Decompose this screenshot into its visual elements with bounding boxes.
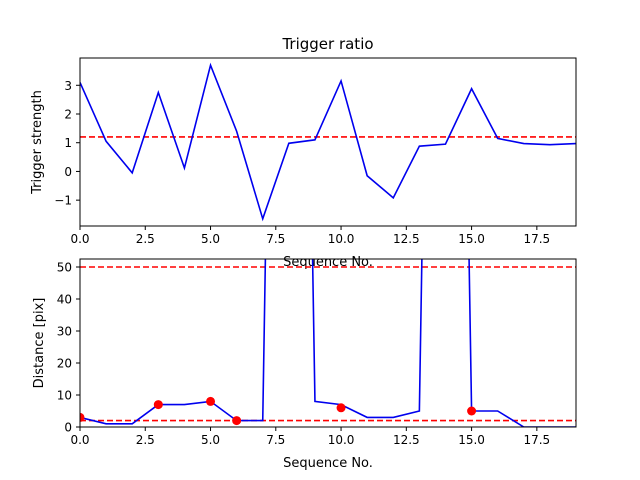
top-x-tick-label: 12.5 (393, 232, 420, 246)
top-y-tick-label: 2 (64, 108, 72, 122)
bottom-chart-panel: 0.0 2.5 5.0 7.5 10.0 12.5 15.0 17.5 0 10 20 30 40 50… (32, 258, 577, 471)
bottom-y-tick-label: 0 (64, 421, 72, 435)
top-axes-frame (79, 57, 577, 227)
bottom-x-ticks: 0.0 2.5 5.0 7.5 10.0 12.5 15.0 17.5 (70, 427, 550, 447)
top-y-tick-label: 3 (64, 79, 72, 93)
top-y-axis-label: Trigger strength (30, 90, 45, 195)
top-chart-panel: Trigger ratio 0.0 2.5 5.0 7.5 10.0 12.5 15.0 17… (30, 35, 577, 270)
bottom-x-tick-label: 2.5 (136, 433, 155, 447)
top-x-tick-label: 0.0 (70, 232, 89, 246)
bottom-x-axis-label: Sequence No. (283, 456, 373, 471)
top-y-tick-label: −1 (54, 194, 72, 208)
top-x-tick-label: 5.0 (201, 232, 220, 246)
top-x-tick-label: 10.0 (328, 232, 355, 246)
bottom-x-tick-label: 0.0 (70, 433, 89, 447)
bottom-x-tick-label: 15.0 (458, 433, 485, 447)
bottom-series-line-0 (80, 259, 576, 427)
bottom-x-tick-label: 17.5 (523, 433, 550, 447)
bottom-plot-area (80, 259, 576, 427)
bottom-y-tick-label: 40 (57, 293, 72, 307)
top-x-tick-label: 15.0 (458, 232, 485, 246)
bottom-x-tick-label: 10.0 (328, 433, 355, 447)
top-x-ticks: 0.0 2.5 5.0 7.5 10.0 12.5 15.0 17.5 (70, 226, 550, 246)
top-x-tick-label: 17.5 (523, 232, 550, 246)
bottom-x-tick-label: 12.5 (393, 433, 420, 447)
top-y-tick-label: 0 (64, 165, 72, 179)
bottom-marker-point (206, 396, 216, 406)
bottom-y-tick-label: 50 (57, 261, 72, 275)
bottom-y-ticks: 0 10 20 30 40 50 (57, 261, 80, 435)
bottom-axes-frame (79, 258, 577, 428)
bottom-x-tick-label: 7.5 (266, 433, 285, 447)
bottom-x-tick-label: 5.0 (201, 433, 220, 447)
bottom-y-axis-label: Distance [pix] (32, 298, 47, 389)
top-series-line-0 (80, 62, 576, 222)
bottom-marker-point (467, 406, 477, 416)
top-chart-title: Trigger ratio (281, 35, 373, 53)
bottom-marker-point (232, 416, 242, 426)
bottom-marker-point (336, 403, 346, 413)
bottom-marker-point (80, 412, 85, 422)
top-x-tick-label: 7.5 (266, 232, 285, 246)
top-x-tick-label: 2.5 (136, 232, 155, 246)
top-plot-area (80, 62, 576, 222)
top-y-tick-label: 1 (64, 136, 72, 150)
bottom-y-tick-label: 30 (57, 325, 72, 339)
bottom-marker-point (153, 400, 163, 410)
bottom-y-tick-label: 20 (57, 357, 72, 371)
top-y-ticks: −1 0 1 2 3 (54, 79, 80, 208)
bottom-y-tick-label: 10 (57, 389, 72, 403)
